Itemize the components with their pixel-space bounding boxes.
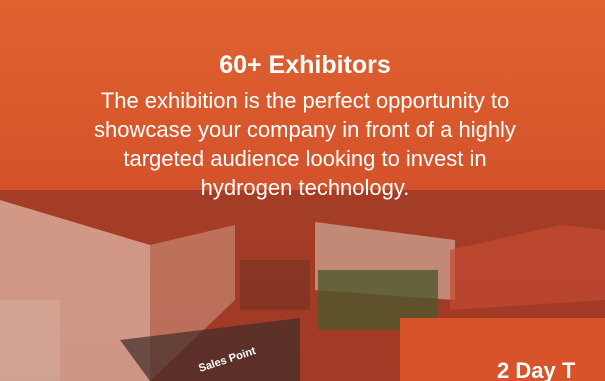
description-line: showcase your company in front of a high… xyxy=(94,117,516,142)
banner-text: 2 Day T xyxy=(497,358,576,381)
description-line: hydrogen technology. xyxy=(201,175,410,200)
banner-box xyxy=(400,318,605,381)
hall-scene xyxy=(0,190,605,381)
description-line: targeted audience looking to invest in xyxy=(123,146,486,171)
hero-description: The exhibition is the perfect opportunit… xyxy=(94,88,516,200)
hero-title: 60+ Exhibitors xyxy=(219,51,391,79)
description-line: The exhibition is the perfect opportunit… xyxy=(101,88,509,113)
